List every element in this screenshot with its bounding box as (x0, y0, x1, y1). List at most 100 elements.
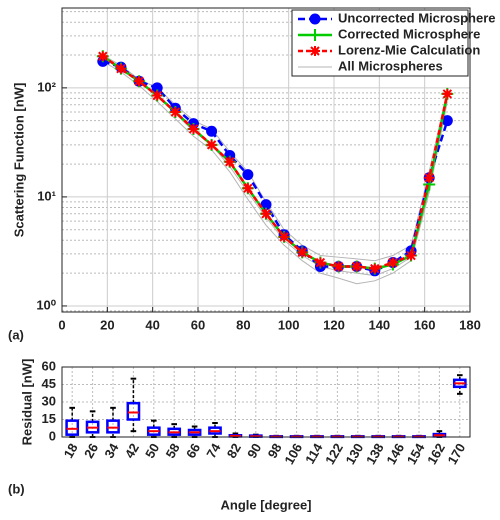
x-axis-label: Angle [degree] (220, 497, 311, 512)
marker (297, 247, 308, 258)
x-tick-label: 50 (142, 441, 162, 461)
marker-star (387, 257, 398, 268)
x-tick-label: 114 (302, 440, 326, 466)
y-tick-label: 10¹ (37, 188, 56, 203)
marker-circle (441, 115, 453, 127)
marker (424, 172, 435, 183)
x-tick-label: 180 (459, 317, 481, 332)
marker (151, 82, 163, 94)
marker-circle (309, 13, 321, 25)
marker (309, 29, 321, 41)
x-tick-label: 140 (368, 317, 390, 332)
y-axis-label: Residual [nW] (19, 359, 34, 446)
marker (242, 169, 254, 181)
x-tick-label: 162 (424, 441, 448, 467)
x-tick-label: 122 (322, 441, 346, 467)
x-tick-label: 60 (191, 317, 205, 332)
panel-label: (a) (8, 327, 24, 342)
marker-star (369, 263, 380, 274)
marker (310, 46, 320, 56)
legend-label: Uncorrected Microsphere (338, 10, 496, 25)
marker (261, 208, 271, 219)
marker-star (97, 51, 108, 62)
marker (170, 107, 181, 118)
x-tick-label: 170 (445, 441, 469, 467)
marker-star (333, 261, 344, 272)
marker (97, 51, 108, 62)
marker (442, 88, 453, 99)
marker-star (279, 231, 290, 242)
marker-star (424, 172, 435, 183)
marker-star (442, 88, 453, 99)
marker (351, 261, 362, 272)
marker (206, 125, 218, 137)
marker-star (115, 63, 126, 74)
x-tick-label: 34 (101, 440, 122, 461)
marker-star (188, 123, 199, 134)
x-tick-label: 66 (183, 441, 203, 461)
y-axis-label: Scattering Function [nW] (11, 83, 26, 238)
legend-label: Lorenz-Mie Calculation (338, 42, 480, 57)
marker-plus (309, 29, 321, 41)
panel-label: (b) (8, 481, 25, 496)
marker (152, 90, 163, 101)
marker-star (170, 107, 181, 118)
marker-star (224, 156, 235, 167)
y-tick-label: 10² (37, 79, 56, 94)
x-tick-label: 90 (244, 441, 264, 461)
x-tick-label: 138 (363, 441, 387, 467)
series-line (102, 55, 449, 270)
x-tick-label: 58 (163, 441, 183, 461)
x-tick-label: 154 (404, 440, 428, 467)
marker (260, 199, 272, 211)
x-tick-label: 80 (236, 317, 250, 332)
box (126, 401, 141, 421)
marker-star (261, 208, 271, 219)
marker (242, 183, 253, 194)
x-tick-label: 82 (224, 441, 244, 461)
marker (309, 13, 321, 25)
marker (134, 76, 145, 87)
marker (188, 123, 199, 134)
gray-line (102, 60, 448, 285)
legend-box (291, 9, 469, 77)
box (106, 419, 120, 434)
marker-circle (260, 199, 272, 211)
marker (441, 115, 453, 127)
x-tick-label: 18 (61, 441, 81, 461)
marker-star (310, 46, 320, 56)
legend-label: All Microspheres (338, 58, 443, 73)
marker-star (242, 183, 253, 194)
x-tick-label: 120 (323, 317, 345, 332)
marker (315, 257, 326, 268)
x-tick-label: 130 (343, 441, 367, 467)
marker (406, 250, 417, 261)
plot-frame (61, 7, 471, 313)
plot-frame (61, 366, 471, 438)
y-tick-label: 45 (42, 376, 56, 391)
y-tick-label: 0 (49, 428, 56, 443)
y-tick-label: 60 (42, 358, 56, 373)
marker-star (297, 247, 308, 258)
marker (224, 156, 235, 167)
marker (369, 263, 380, 274)
x-tick-label: 160 (414, 317, 436, 332)
marker (115, 63, 126, 74)
x-tick-label: 26 (81, 441, 101, 461)
x-tick-label: 146 (383, 441, 407, 467)
x-tick-label: 42 (122, 441, 142, 461)
marker (279, 231, 290, 242)
marker-star (152, 90, 163, 101)
y-tick-label: 30 (42, 393, 56, 408)
marker-circle (242, 169, 254, 181)
x-tick-label: 20 (100, 317, 114, 332)
marker-circle (206, 125, 218, 137)
box (65, 419, 80, 436)
y-tick-label: 15 (42, 411, 56, 426)
x-tick-label: 40 (145, 317, 159, 332)
marker-star (315, 257, 326, 268)
x-tick-label: 74 (203, 440, 224, 461)
y-tick-label: 10⁰ (36, 297, 56, 312)
x-tick-label: 98 (265, 441, 285, 461)
